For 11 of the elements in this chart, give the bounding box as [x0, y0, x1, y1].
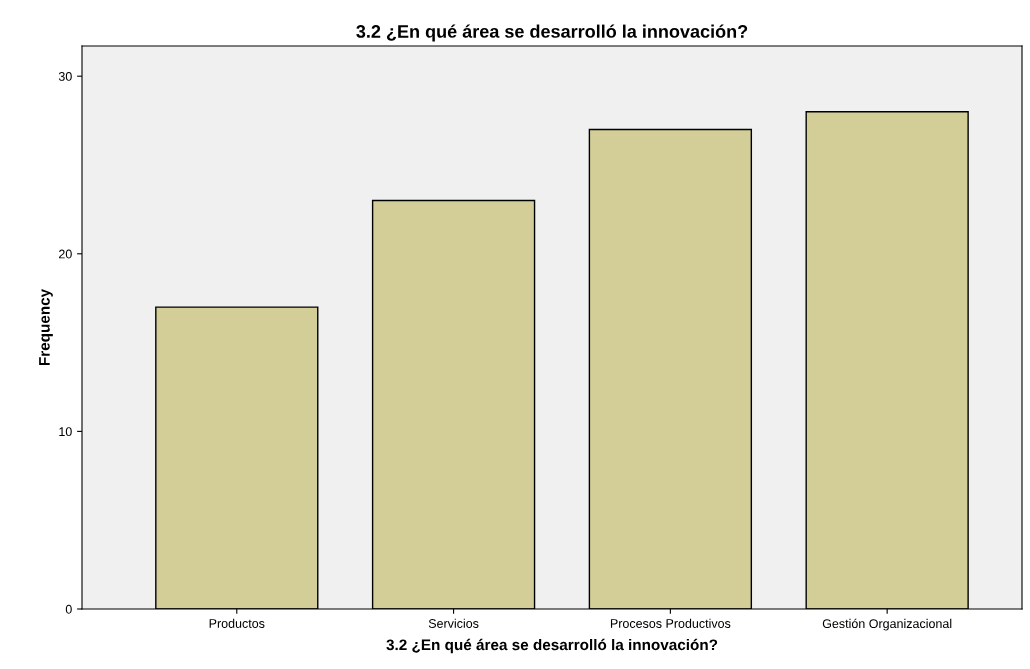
y-axis-title: Frequency	[39, 288, 53, 366]
y-tick-label: 10	[59, 427, 72, 437]
chart-title: 3.2 ¿En qué área se desarrolló la innovación?	[356, 24, 748, 42]
x-tick-label: Procesos Productivos	[610, 618, 731, 628]
x-tick-label: Productos	[209, 618, 265, 628]
x-tick-label: Gestión Organizacional	[822, 618, 952, 631]
y-tick-label: 0	[65, 604, 72, 614]
x-tick-label: Servicios	[428, 618, 479, 628]
y-tick-label: 30	[58, 71, 72, 81]
x-axis-title: 3.2 ¿En qué área se desarrolló la innovación?	[386, 638, 718, 654]
y-tick-label: 20	[59, 249, 72, 259]
